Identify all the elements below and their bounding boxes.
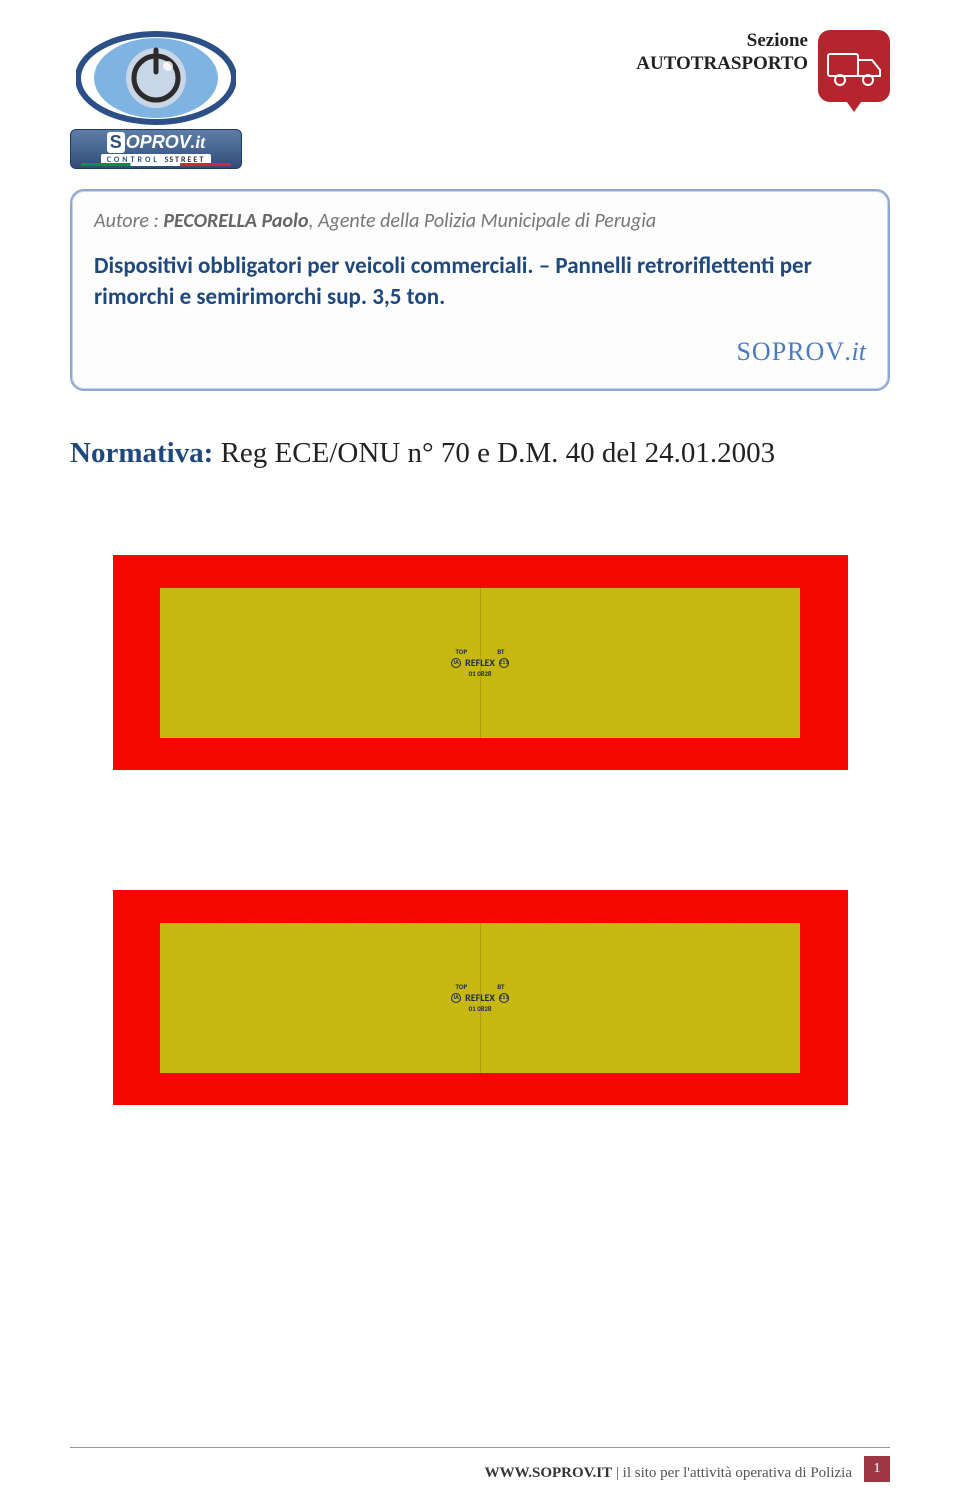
panel-inner: TOPBT IA REFLEX E11 01 0828 [160, 923, 800, 1073]
footer-site: WWW.SOPROV.IT [485, 1465, 613, 1481]
brand-prefix: S [107, 132, 125, 153]
normativa-line: Normativa: Reg ECE/ONU n° 70 e D.M. 40 d… [70, 437, 890, 470]
page-number: 1 [864, 1456, 890, 1482]
author-line: Autore : PECORELLA Paolo, Agente della P… [94, 209, 866, 233]
brand-logo-bar: SOPROV.it CONTROL SSTREET [70, 129, 242, 169]
retroreflective-panel: TOPBT IA REFLEX E11 01 0828 [113, 555, 848, 770]
panel-inner: TOPBT IA REFLEX E11 01 0828 [160, 588, 800, 738]
brand-suffix: .it [191, 132, 206, 153]
panels-container: TOPBT IA REFLEX E11 01 0828 TOPBT IA REF… [70, 555, 890, 1105]
section-heading: Sezione AUTOTRASPORTO [636, 30, 808, 76]
document-title: Dispositivi obbligatori per veicoli comm… [94, 251, 866, 313]
footer-tagline: il sito per l'attività operativa di Poli… [623, 1465, 852, 1481]
info-box: Autore : PECORELLA Paolo, Agente della P… [70, 189, 890, 391]
truck-badge-icon [818, 30, 890, 102]
brand-watermark: SOPROV.it [94, 337, 866, 367]
eye-logo-icon [76, 30, 236, 125]
panel-marking: TOPBT IA REFLEX E11 01 0828 [451, 647, 509, 678]
panel-marking: TOPBT IA REFLEX E11 01 0828 [451, 982, 509, 1013]
page-footer: WWW.SOPROV.IT | il sito per l'attività o… [70, 1447, 890, 1482]
retroreflective-panel: TOPBT IA REFLEX E11 01 0828 [113, 890, 848, 1105]
brand-main: OPROV [126, 132, 191, 153]
logo-block: SOPROV.it CONTROL SSTREET [70, 30, 242, 169]
